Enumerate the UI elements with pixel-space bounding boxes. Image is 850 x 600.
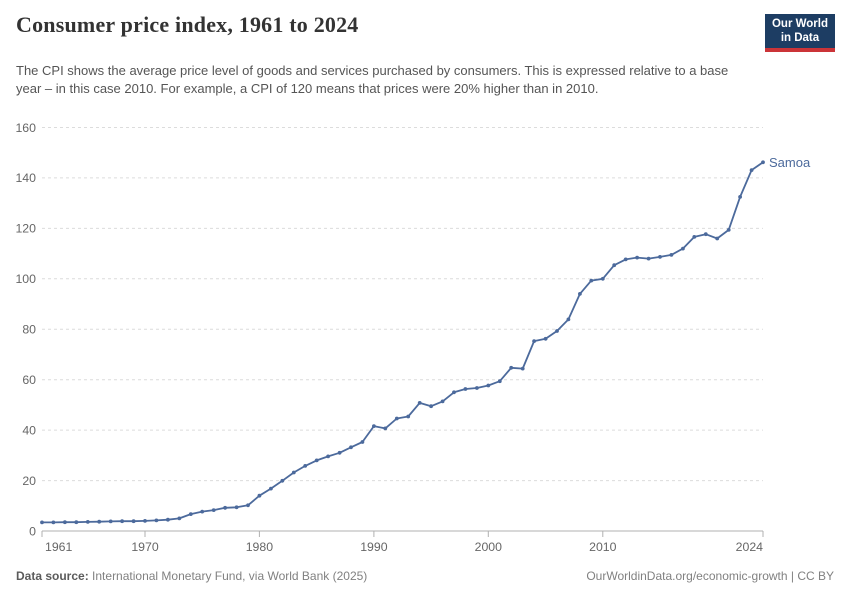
data-point[interactable] [372,424,376,428]
x-axis-tick-label: 1961 [45,540,73,554]
data-point[interactable] [589,278,594,283]
data-point[interactable] [223,505,228,510]
data-point[interactable] [211,508,216,512]
data-point[interactable] [326,454,330,459]
data-point[interactable] [658,255,662,259]
y-axis-tick-label: 80 [22,323,36,337]
data-source-value: International Monetary Fund, via World B… [92,569,368,583]
data-point[interactable] [131,519,136,524]
data-point[interactable] [612,263,617,268]
data-point[interactable] [154,518,159,523]
data-point[interactable] [726,228,731,232]
data-point[interactable] [303,464,308,468]
data-point[interactable] [40,520,44,525]
data-point[interactable] [337,450,342,455]
y-axis-tick-label: 140 [15,171,36,185]
data-point[interactable] [543,336,548,341]
data-point[interactable] [269,486,273,491]
data-point[interactable] [715,236,720,241]
data-point[interactable] [360,440,365,444]
data-point[interactable] [452,390,456,395]
data-point[interactable] [749,168,754,173]
chart-subtitle: The CPI shows the average price level of… [16,63,729,96]
data-point[interactable] [120,519,124,524]
data-point[interactable] [532,339,536,343]
data-point[interactable] [761,160,765,165]
page-title: Consumer price index, 1961 to 2024 [16,12,359,37]
data-source: Data source: International Monetary Fund… [16,569,367,583]
x-axis-tick-label: 2010 [589,540,617,554]
data-point[interactable] [646,256,651,261]
y-axis-tick-label: 120 [15,222,36,236]
owid-logo-line2: in Data [780,31,820,44]
data-point[interactable] [475,386,479,390]
data-point[interactable] [681,246,685,251]
data-point[interactable] [166,517,170,522]
data-point[interactable] [291,470,296,475]
y-axis-tick-label: 60 [22,373,36,387]
data-point[interactable] [578,292,582,296]
data-point[interactable] [143,519,147,523]
data-point[interactable] [383,426,388,431]
data-point[interactable] [85,520,90,524]
data-point[interactable] [520,366,525,371]
data-point[interactable] [440,399,445,404]
data-line[interactable] [41,161,764,524]
data-point[interactable] [246,503,250,508]
y-axis-tick-label: 40 [22,423,36,437]
data-point[interactable] [74,520,79,525]
data-point[interactable] [406,414,411,419]
chart-footer: Data source: International Monetary Fund… [16,569,834,583]
data-point[interactable] [429,404,433,409]
y-axis-tick-label: 160 [15,121,36,135]
data-point[interactable] [738,195,742,199]
data-point[interactable] [509,365,514,370]
data-point[interactable] [51,520,56,525]
data-point[interactable] [600,276,605,281]
data-point[interactable] [703,232,708,237]
data-point[interactable] [314,458,319,463]
y-axis-tick-label: 0 [29,524,36,538]
owid-logo-line1: Our World [771,18,828,30]
owid-logo: Our World in Data [764,14,835,52]
data-point[interactable] [200,509,205,514]
data-point[interactable] [63,520,67,525]
data-point[interactable] [280,478,285,483]
data-point[interactable] [555,329,559,333]
data-source-label: Data source: [16,569,89,583]
data-point[interactable] [394,416,399,421]
y-axis-tick-label: 100 [15,272,36,286]
y-axis-tick-label: 20 [22,474,36,488]
data-point[interactable] [108,519,113,524]
data-point[interactable] [234,505,239,510]
data-point[interactable] [692,235,697,239]
data-point[interactable] [669,253,674,257]
data-point[interactable] [623,257,628,262]
entity-label[interactable]: Samoa [769,155,811,170]
x-axis-tick-label: 1980 [246,540,274,554]
data-point[interactable] [635,255,639,260]
data-point[interactable] [497,379,502,384]
data-point[interactable] [463,387,468,391]
x-axis-tick-label: 2024 [736,540,764,554]
data-point[interactable] [257,493,262,498]
data-point[interactable] [349,445,353,450]
x-axis-tick-label: 1970 [131,540,159,554]
x-axis-tick-label: 1990 [360,540,388,554]
data-point[interactable] [417,401,422,405]
data-point[interactable] [188,512,193,516]
data-point[interactable] [97,519,102,524]
data-point[interactable] [486,383,491,388]
license-link[interactable]: OurWorldinData.org/economic-growth | CC … [586,569,834,583]
data-point[interactable] [566,317,571,322]
x-axis-tick-label: 2000 [475,540,503,554]
data-point[interactable] [177,516,182,521]
